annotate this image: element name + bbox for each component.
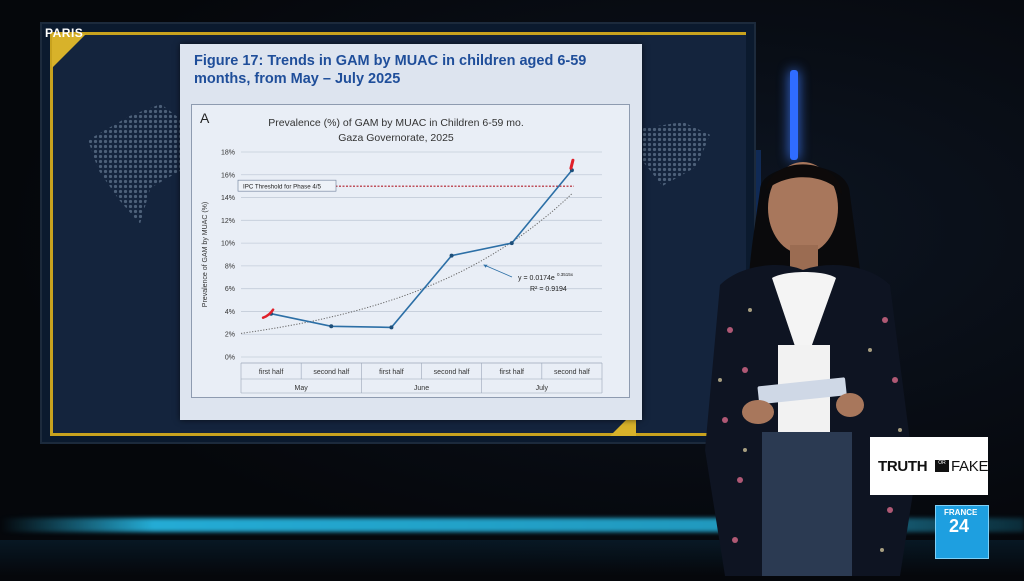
program-logo-box (870, 437, 988, 495)
series-line (270, 169, 573, 329)
data-point (449, 253, 454, 258)
x-tick-label: second half (434, 369, 470, 376)
plot-title: Prevalence (%) of GAM by MUAC in Childre… (266, 116, 526, 146)
x-tick-label: first half (499, 369, 524, 376)
x-group-label: July (536, 385, 549, 392)
y-axis-label: Prevalence of GAM by MUAC (%) (202, 202, 209, 307)
highlight-mark-start (261, 308, 275, 319)
x-tick-label: first half (379, 369, 404, 376)
trendline (240, 193, 573, 334)
program-logo-or: OR (935, 460, 949, 472)
y-tick-label: 16% (221, 172, 235, 179)
program-logo-truth: TRUTH (878, 458, 928, 475)
y-tick-label: 14% (221, 195, 235, 202)
plot-frame (191, 104, 630, 398)
trend-equation: y = 0.0174e (518, 275, 555, 282)
equation-arrow-head (483, 264, 488, 268)
data-point (389, 325, 394, 330)
data-point (329, 324, 334, 329)
figure-title: Figure 17: Trends in GAM by MUAC in chil… (194, 53, 587, 87)
presenter (700, 150, 930, 576)
plot-title-line1: Prevalence (%) of GAM by MUAC in Childre… (268, 117, 524, 129)
panel-label: A (200, 110, 210, 126)
y-tick-label: 12% (221, 218, 235, 225)
gam-line-chart: 0% 2% 4% 6% 8% 10% 12% 14% 16% 18% Prevalence of G… (202, 150, 603, 394)
x-tick-label: second half (554, 369, 590, 376)
x-group-label: May (295, 385, 309, 392)
y-tick-label: 6% (225, 286, 235, 293)
trend-r-squared: R² = 0.9194 (530, 286, 567, 293)
y-tick-label: 2% (225, 332, 235, 339)
highlight-mark-end (569, 158, 575, 170)
france24-logo-number: 24 (949, 516, 970, 536)
y-tick-label: 10% (221, 241, 235, 248)
threshold-label: IPC Threshold for Phase 4/5 (243, 184, 322, 191)
equation-arrow (483, 264, 513, 278)
plot-title-line2: Gaza Governorate, 2025 (338, 132, 454, 144)
program-logo-fake: FAKE (951, 458, 989, 475)
x-tick-label: second half (313, 369, 349, 376)
y-tick-label: 18% (221, 150, 235, 157)
gold-corner-accent (52, 34, 86, 68)
y-tick-label: 4% (225, 309, 235, 316)
location-label: PARIS (45, 26, 84, 40)
france24-logo (935, 505, 989, 559)
data-point (509, 241, 514, 246)
y-tick-label: 0% (225, 355, 235, 362)
studio-blue-light (790, 70, 798, 160)
x-tick-label: first half (259, 369, 284, 376)
trend-exponent: 0.3515x (557, 272, 574, 277)
france24-logo-name: FRANCE (944, 508, 978, 517)
threshold-label-box (237, 179, 337, 192)
x-group-label: June (414, 385, 429, 392)
y-tick-label: 8% (225, 263, 235, 270)
